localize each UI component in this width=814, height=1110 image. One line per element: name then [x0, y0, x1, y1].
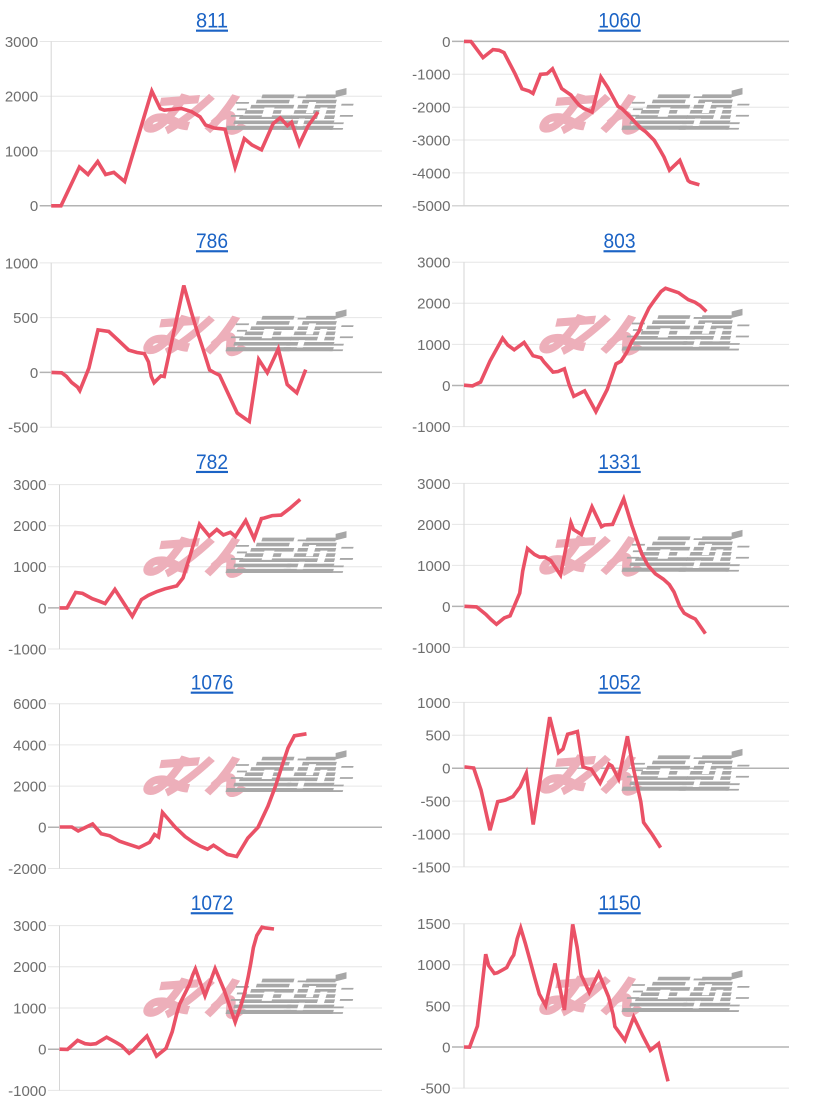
svg-text:1076: 1076 [191, 671, 234, 695]
svg-text:500: 500 [13, 310, 38, 327]
svg-text:-1000: -1000 [412, 419, 450, 436]
svg-text:1072: 1072 [191, 891, 234, 915]
svg-text:2000: 2000 [417, 296, 450, 313]
svg-text:4000: 4000 [13, 737, 46, 754]
svg-text:1000: 1000 [417, 957, 450, 974]
svg-text:0: 0 [442, 34, 450, 51]
svg-text:803: 803 [604, 229, 636, 253]
svg-text:3000: 3000 [13, 918, 46, 935]
svg-text:500: 500 [425, 998, 450, 1015]
svg-text:1150: 1150 [598, 891, 641, 915]
svg-text:1000: 1000 [417, 337, 450, 354]
svg-text:3000: 3000 [13, 477, 46, 494]
svg-text:-5000: -5000 [412, 198, 450, 215]
svg-text:2000: 2000 [13, 779, 46, 796]
svg-text:-1000: -1000 [412, 826, 450, 843]
svg-text:-2000: -2000 [8, 861, 46, 878]
svg-text:-3000: -3000 [412, 132, 450, 149]
svg-text:3000: 3000 [417, 255, 450, 272]
svg-text:2000: 2000 [13, 959, 46, 976]
svg-text:6000: 6000 [13, 696, 46, 713]
svg-text:-1000: -1000 [8, 1083, 46, 1100]
svg-text:0: 0 [442, 761, 450, 778]
svg-text:1000: 1000 [13, 559, 46, 576]
svg-text:-4000: -4000 [412, 165, 450, 182]
svg-text:0: 0 [442, 1039, 450, 1056]
svg-text:-1000: -1000 [412, 640, 450, 657]
svg-text:0: 0 [38, 1042, 46, 1059]
svg-text:3000: 3000 [5, 34, 38, 51]
svg-text:782: 782 [196, 450, 228, 474]
svg-text:2000: 2000 [13, 518, 46, 535]
svg-text:1331: 1331 [598, 450, 641, 474]
svg-text:0: 0 [442, 599, 450, 616]
svg-text:-500: -500 [8, 420, 38, 437]
svg-text:0: 0 [442, 378, 450, 395]
svg-text:1000: 1000 [13, 1000, 46, 1017]
svg-text:1060: 1060 [598, 9, 641, 33]
svg-text:2000: 2000 [417, 517, 450, 534]
svg-text:0: 0 [30, 365, 38, 382]
svg-text:-500: -500 [420, 1081, 450, 1098]
svg-text:-2000: -2000 [412, 100, 450, 117]
svg-text:786: 786 [196, 229, 228, 253]
svg-text:1052: 1052 [598, 671, 641, 695]
svg-text:1000: 1000 [5, 255, 38, 272]
svg-text:500: 500 [425, 728, 450, 745]
svg-text:1000: 1000 [417, 695, 450, 712]
svg-text:-1500: -1500 [412, 859, 450, 876]
svg-text:1000: 1000 [417, 558, 450, 575]
svg-text:811: 811 [196, 9, 228, 33]
svg-text:1000: 1000 [5, 143, 38, 160]
svg-text:1500: 1500 [417, 916, 450, 933]
svg-text:0: 0 [30, 198, 38, 215]
svg-text:2000: 2000 [5, 89, 38, 106]
svg-text:0: 0 [38, 820, 46, 837]
svg-text:-1000: -1000 [412, 67, 450, 84]
svg-text:0: 0 [38, 600, 46, 617]
svg-text:3000: 3000 [417, 476, 450, 493]
svg-text:-1000: -1000 [8, 641, 46, 658]
svg-text:-500: -500 [420, 794, 450, 811]
